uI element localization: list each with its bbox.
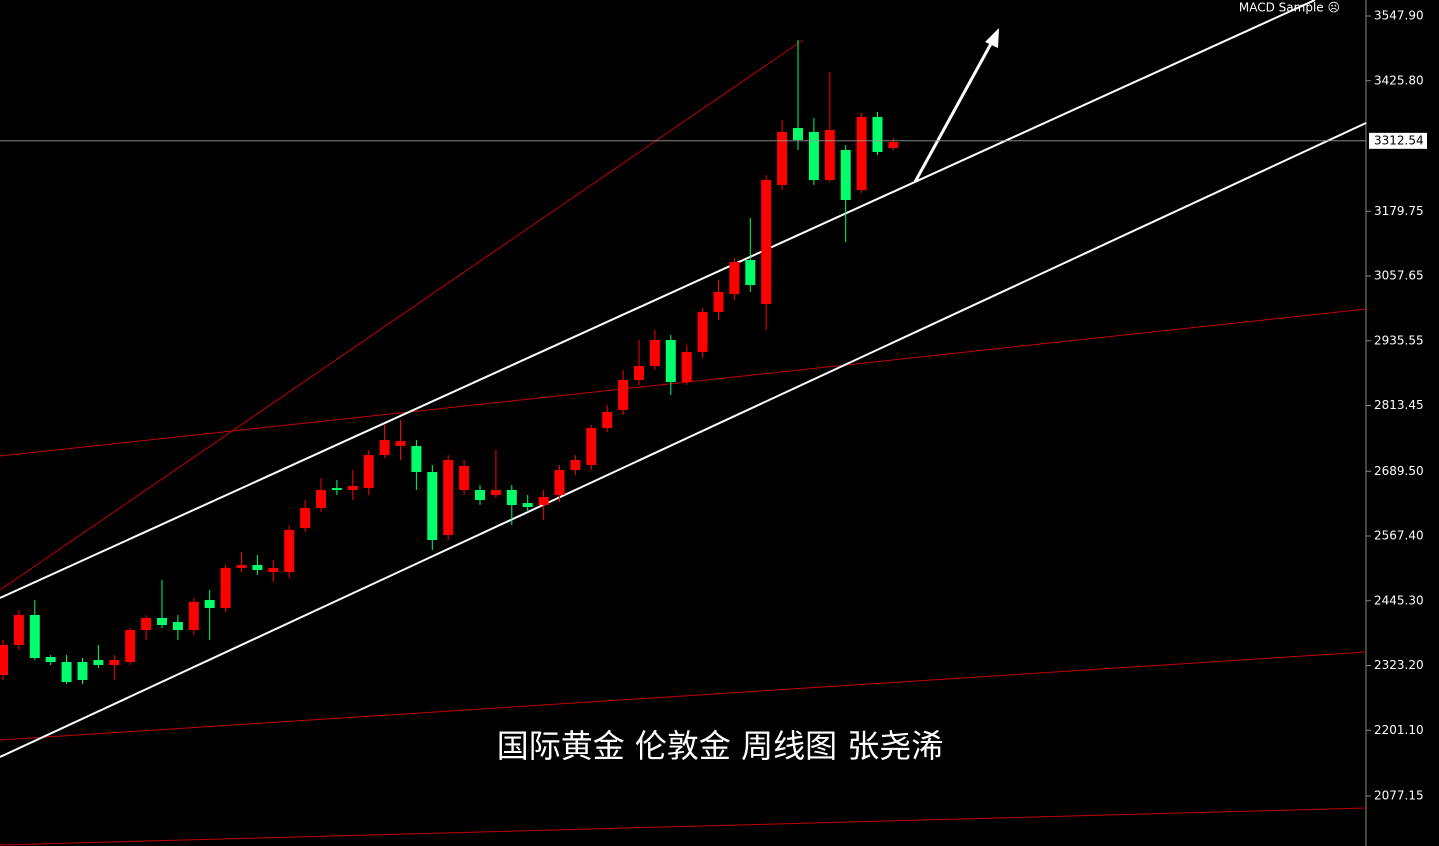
last-price-label: 3312.54 bbox=[1374, 133, 1424, 147]
candle-body bbox=[713, 292, 724, 312]
candle-body bbox=[459, 466, 470, 490]
candle-body bbox=[443, 460, 454, 536]
trend-lines bbox=[0, 0, 1367, 846]
candle-body bbox=[506, 489, 517, 505]
candle-body bbox=[538, 496, 549, 505]
candle-body bbox=[236, 565, 247, 568]
candle-body bbox=[888, 142, 899, 149]
y-tick-label: 2813.45 bbox=[1374, 398, 1424, 412]
candle-body bbox=[649, 340, 660, 366]
y-tick-label: 3179.75 bbox=[1374, 204, 1424, 218]
candle-body bbox=[93, 660, 104, 665]
candle-body bbox=[761, 179, 772, 304]
y-tick-label: 3547.90 bbox=[1374, 9, 1424, 23]
candle-body bbox=[793, 128, 803, 141]
candle-body bbox=[141, 618, 152, 630]
candle-body bbox=[729, 261, 740, 295]
candle-body bbox=[316, 489, 326, 509]
candle-body bbox=[379, 440, 390, 456]
candle-body bbox=[697, 311, 708, 352]
candle-body bbox=[347, 486, 358, 490]
candle-body bbox=[220, 567, 231, 608]
candle-body bbox=[125, 629, 136, 663]
y-tick-label: 3425.80 bbox=[1374, 73, 1424, 87]
candle-body bbox=[618, 379, 629, 411]
candle-body bbox=[586, 427, 597, 466]
candle-body bbox=[300, 508, 311, 529]
trend-line bbox=[0, 39, 804, 591]
candle-body bbox=[204, 600, 215, 608]
candle-body bbox=[395, 441, 406, 447]
trend-line bbox=[0, 0, 1316, 599]
candle-body bbox=[331, 488, 342, 490]
candle-body bbox=[665, 340, 676, 383]
candle-body bbox=[475, 489, 485, 501]
y-tick-label: 2935.55 bbox=[1374, 333, 1424, 347]
trend-line bbox=[0, 122, 1367, 758]
candle-body bbox=[602, 412, 613, 428]
candle-body bbox=[29, 614, 40, 658]
candle-body bbox=[411, 446, 422, 473]
candle-body bbox=[252, 565, 263, 571]
trend-line bbox=[0, 807, 1367, 846]
candle-body bbox=[45, 656, 56, 663]
candle-body bbox=[777, 132, 788, 185]
candle-body bbox=[157, 618, 167, 626]
candle-body bbox=[554, 469, 565, 496]
candle-body bbox=[570, 460, 581, 470]
caption: 国际黄金 伦敦金 周线图 张尧浠 bbox=[497, 727, 944, 765]
candle-body bbox=[808, 132, 819, 180]
y-tick-label: 2689.50 bbox=[1374, 464, 1424, 478]
candle-body bbox=[109, 660, 120, 665]
y-tick-label: 2323.20 bbox=[1374, 658, 1424, 672]
candle-body bbox=[681, 351, 692, 383]
candle-body bbox=[284, 530, 295, 573]
last-price-box bbox=[1369, 132, 1427, 149]
candle-body bbox=[0, 645, 8, 676]
candle-body bbox=[172, 621, 183, 630]
trend-line bbox=[0, 651, 1367, 741]
candle-body bbox=[745, 260, 756, 286]
candle-body bbox=[872, 116, 883, 152]
candle-body bbox=[824, 129, 835, 180]
candle-body bbox=[188, 601, 199, 630]
indicator-label: MACD Sample ☹ bbox=[1239, 1, 1340, 15]
y-tick-label: 2567.40 bbox=[1374, 529, 1424, 543]
candle-body bbox=[840, 149, 851, 200]
candle-body bbox=[268, 567, 279, 573]
candle-body bbox=[61, 662, 72, 683]
trend-line bbox=[0, 308, 1367, 457]
y-tick-label: 3057.65 bbox=[1374, 269, 1424, 283]
candle-body bbox=[13, 614, 24, 646]
candle-body bbox=[522, 503, 533, 508]
arrow bbox=[913, 39, 995, 183]
candle-body bbox=[77, 662, 88, 681]
y-tick-label: 2445.30 bbox=[1374, 593, 1424, 607]
candle-body bbox=[490, 489, 501, 496]
y-tick-label: 2077.15 bbox=[1374, 789, 1424, 803]
candle-body bbox=[634, 365, 644, 380]
y-tick-label: 2201.10 bbox=[1374, 723, 1424, 737]
candle-body bbox=[427, 472, 438, 540]
candle-body bbox=[363, 455, 374, 489]
candle-body bbox=[856, 116, 867, 191]
arrow-head bbox=[985, 28, 999, 48]
